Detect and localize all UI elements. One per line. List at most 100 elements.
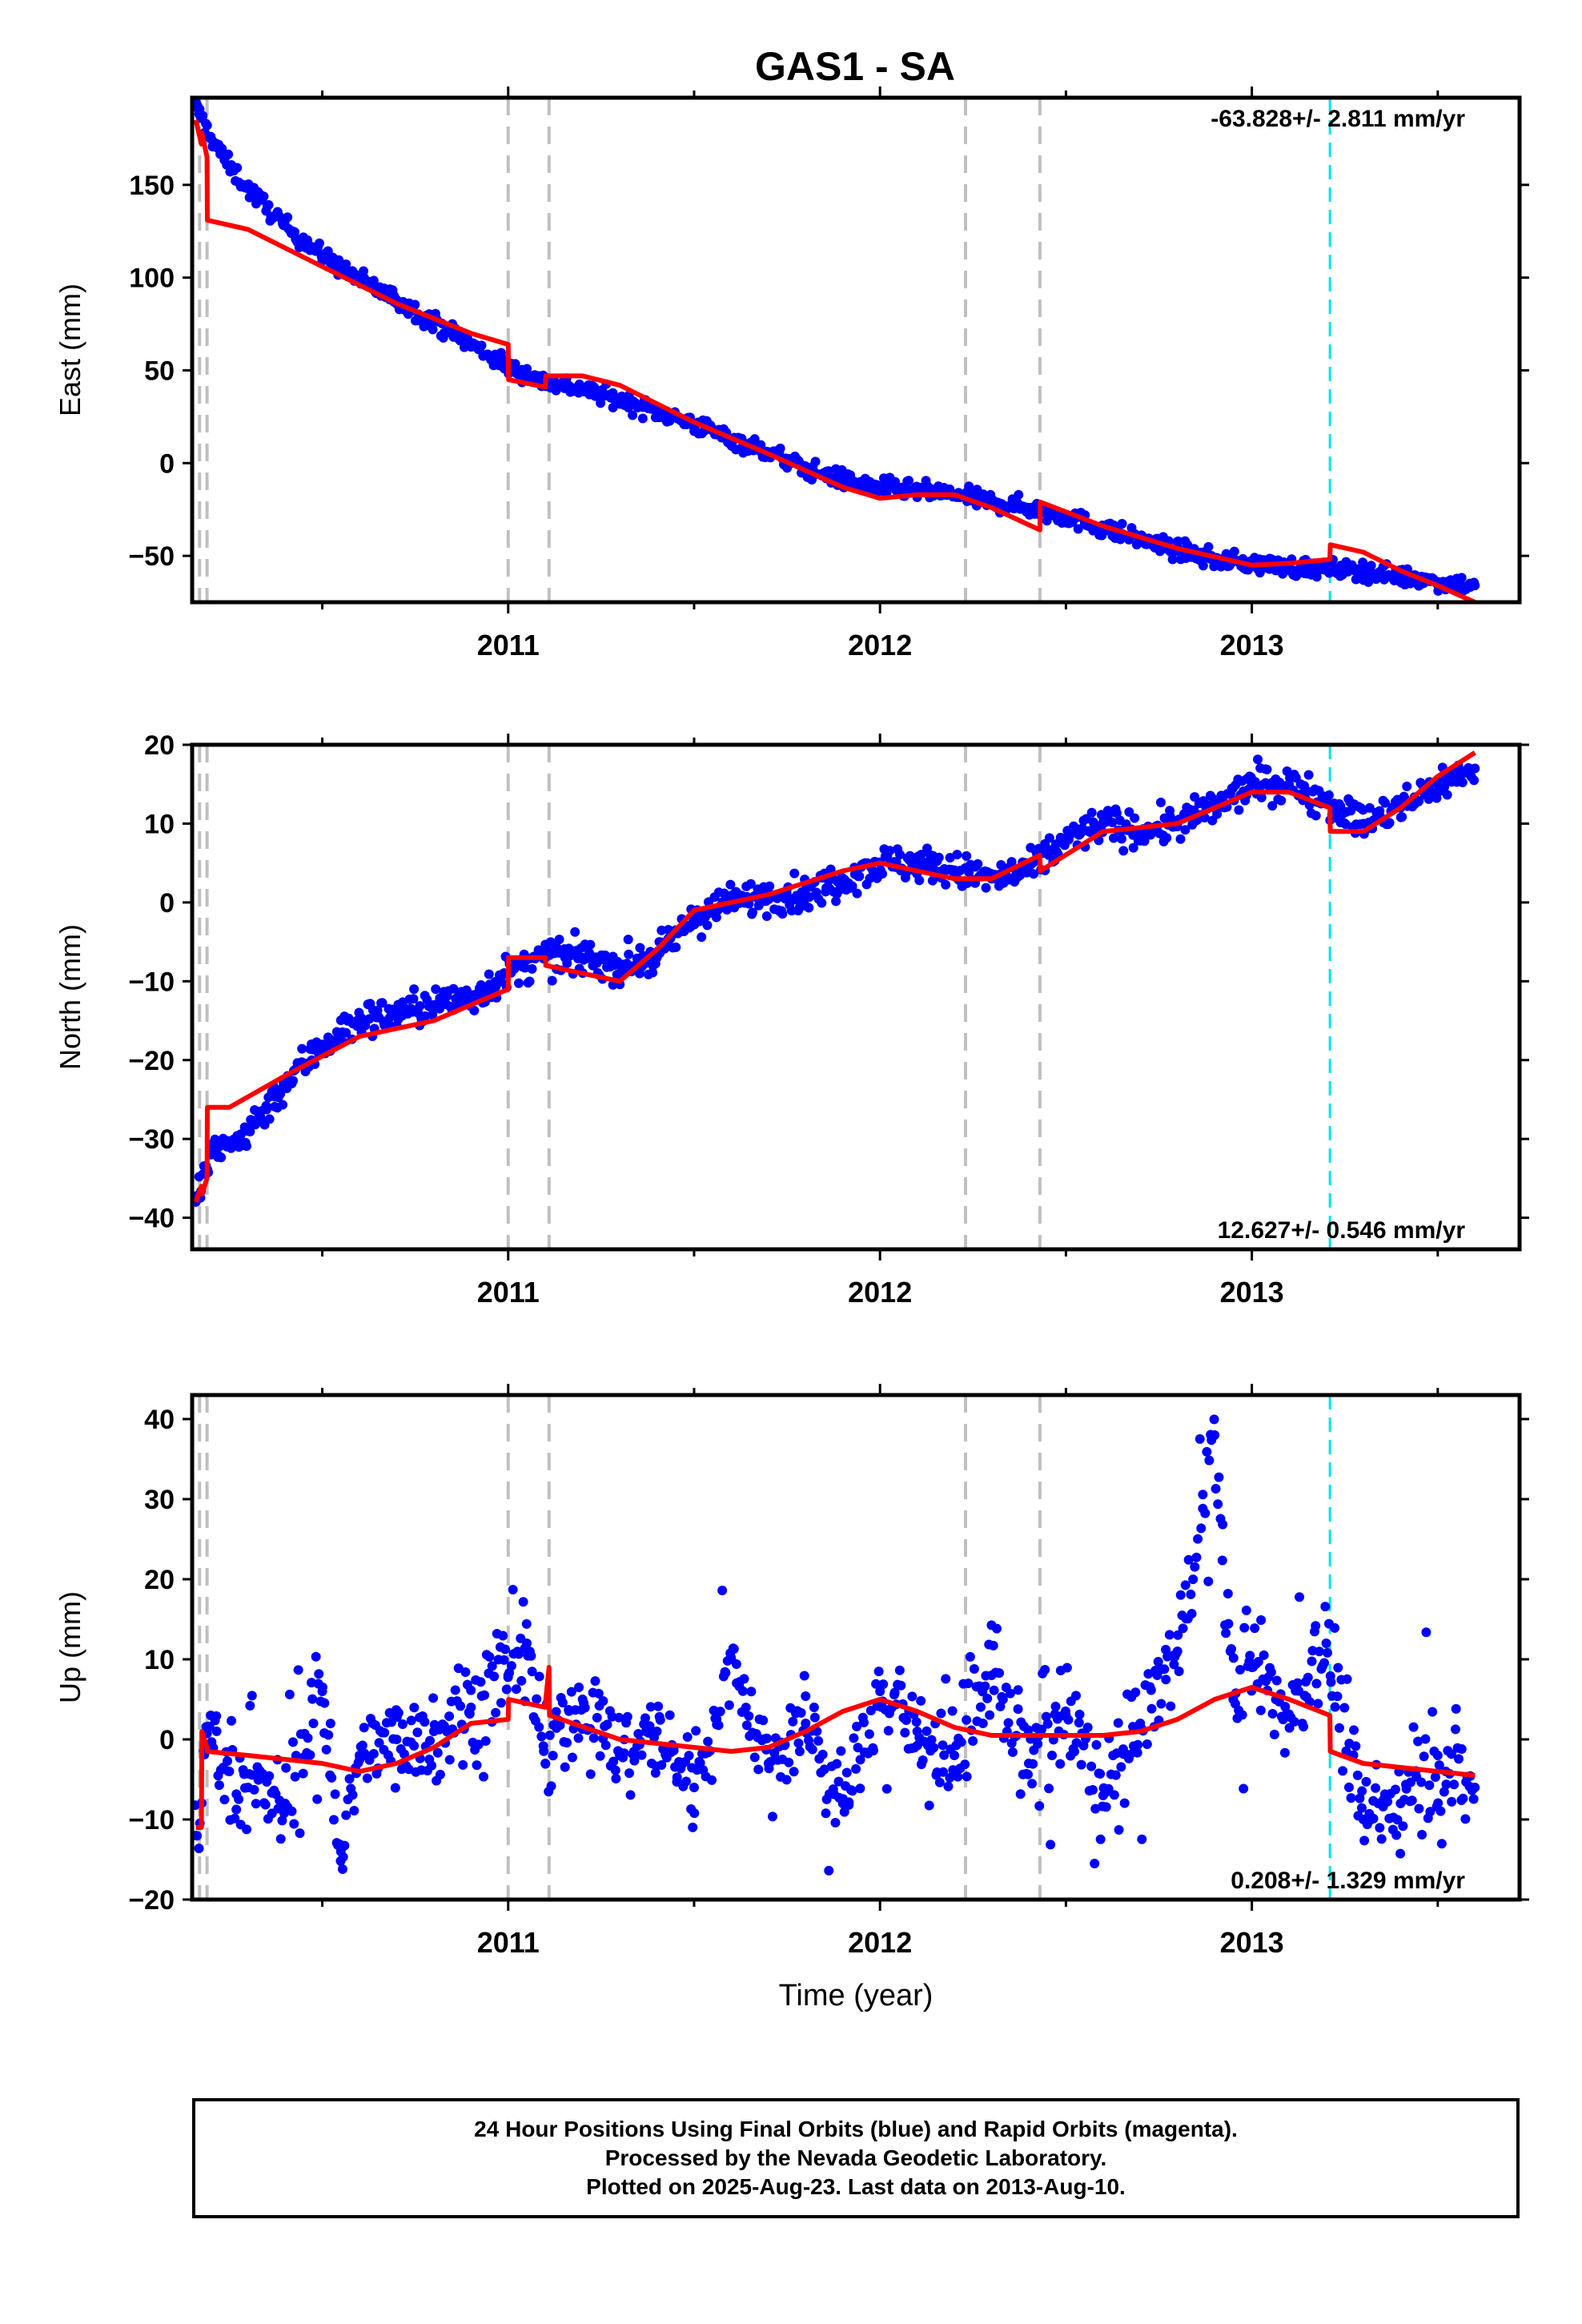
- model-fit-line: [195, 1665, 1476, 1830]
- data-point: [227, 1715, 237, 1726]
- data-point: [500, 1644, 511, 1655]
- data-point: [444, 1711, 455, 1722]
- data-point: [1446, 1749, 1456, 1759]
- data-point: [821, 1808, 831, 1819]
- data-point: [1391, 1830, 1402, 1840]
- data-point: [926, 1735, 937, 1745]
- data-point: [633, 1729, 644, 1739]
- data-point: [260, 1799, 271, 1810]
- data-point: [290, 1771, 300, 1782]
- data-point: [1036, 1724, 1046, 1735]
- data-point: [981, 883, 991, 893]
- data-point: [1256, 792, 1267, 802]
- data-point: [914, 875, 925, 886]
- data-point: [1190, 1562, 1200, 1572]
- data-point: [610, 1765, 620, 1775]
- data-point: [1223, 1618, 1234, 1629]
- data-point: [1091, 1739, 1102, 1750]
- data-point: [460, 1667, 471, 1678]
- data-point: [513, 978, 524, 988]
- data-point: [303, 1733, 313, 1743]
- data-point: [511, 1684, 521, 1695]
- data-point: [1341, 1746, 1351, 1756]
- data-point: [707, 1775, 717, 1785]
- data-point: [431, 984, 441, 995]
- data-point: [938, 1767, 949, 1777]
- data-point: [317, 1682, 327, 1692]
- data-point: [1175, 1590, 1186, 1600]
- data-point: [649, 1732, 660, 1743]
- data-point: [934, 852, 944, 862]
- data-point: [809, 1712, 820, 1723]
- data-point: [264, 1771, 275, 1781]
- data-point: [1178, 1623, 1188, 1634]
- data-point: [992, 1623, 1002, 1634]
- y-tick-label: −10: [128, 1805, 175, 1835]
- data-point: [1256, 1615, 1267, 1626]
- data-point: [1439, 782, 1450, 792]
- footer-line-2: Processed by the Nevada Geodetic Laborat…: [604, 2145, 1107, 2170]
- data-point: [1398, 1821, 1408, 1831]
- data-point: [741, 1720, 752, 1731]
- data-point: [1467, 1785, 1477, 1795]
- data-point: [962, 850, 972, 861]
- data-point: [585, 939, 596, 950]
- data-point: [1267, 801, 1278, 811]
- data-point: [765, 881, 775, 891]
- data-point: [963, 1678, 974, 1688]
- data-point: [1007, 1747, 1018, 1757]
- data-point: [804, 903, 814, 913]
- x-tick-label: 2012: [848, 1276, 912, 1309]
- data-point: [1271, 1675, 1282, 1686]
- data-point: [427, 1760, 437, 1771]
- data-point: [1132, 1747, 1142, 1758]
- data-point: [1212, 809, 1223, 819]
- data-point: [883, 1726, 893, 1736]
- data-point: [428, 1010, 438, 1020]
- data-point: [1321, 1638, 1331, 1648]
- data-point: [557, 1698, 568, 1708]
- data-point: [1359, 1835, 1370, 1846]
- data-point: [688, 1822, 698, 1832]
- data-point: [1103, 1783, 1114, 1794]
- data-point: [608, 403, 618, 413]
- data-point: [540, 1759, 551, 1769]
- data-point: [1241, 1605, 1251, 1615]
- data-point: [702, 920, 713, 931]
- data-point: [1044, 833, 1054, 843]
- data-point: [1175, 834, 1186, 844]
- data-point: [211, 1711, 222, 1721]
- data-point: [877, 869, 888, 879]
- data-point: [894, 1665, 905, 1675]
- data-point: [1198, 561, 1208, 571]
- x-tick-label: 2011: [477, 1276, 540, 1309]
- data-point: [464, 1709, 475, 1719]
- data-point: [1235, 1665, 1245, 1675]
- x-tick-label: 2011: [477, 1926, 540, 1959]
- data-point: [1180, 825, 1191, 835]
- x-tick-label: 2013: [1220, 629, 1284, 661]
- data-point: [801, 1691, 811, 1702]
- data-point: [1062, 1663, 1072, 1673]
- data-point: [1451, 1703, 1461, 1714]
- data-point: [721, 1667, 731, 1678]
- data-point: [1095, 1768, 1106, 1779]
- data-point: [1034, 1801, 1045, 1811]
- data-point: [1419, 1751, 1429, 1762]
- data-point: [562, 958, 572, 968]
- data-point: [851, 1763, 861, 1774]
- data-point: [330, 1789, 340, 1799]
- data-point: [1425, 1807, 1435, 1817]
- data-point: [953, 1771, 963, 1782]
- data-point: [1200, 1508, 1211, 1518]
- data-point: [406, 1715, 416, 1726]
- data-point: [1421, 1627, 1431, 1638]
- data-point: [409, 1740, 420, 1751]
- y-axis-label: East (mm): [54, 283, 86, 416]
- data-point: [980, 1681, 990, 1691]
- data-point: [1397, 812, 1407, 822]
- data-point: [622, 1711, 632, 1722]
- data-point: [767, 1811, 777, 1822]
- data-point: [566, 1687, 576, 1697]
- data-point: [1167, 554, 1178, 565]
